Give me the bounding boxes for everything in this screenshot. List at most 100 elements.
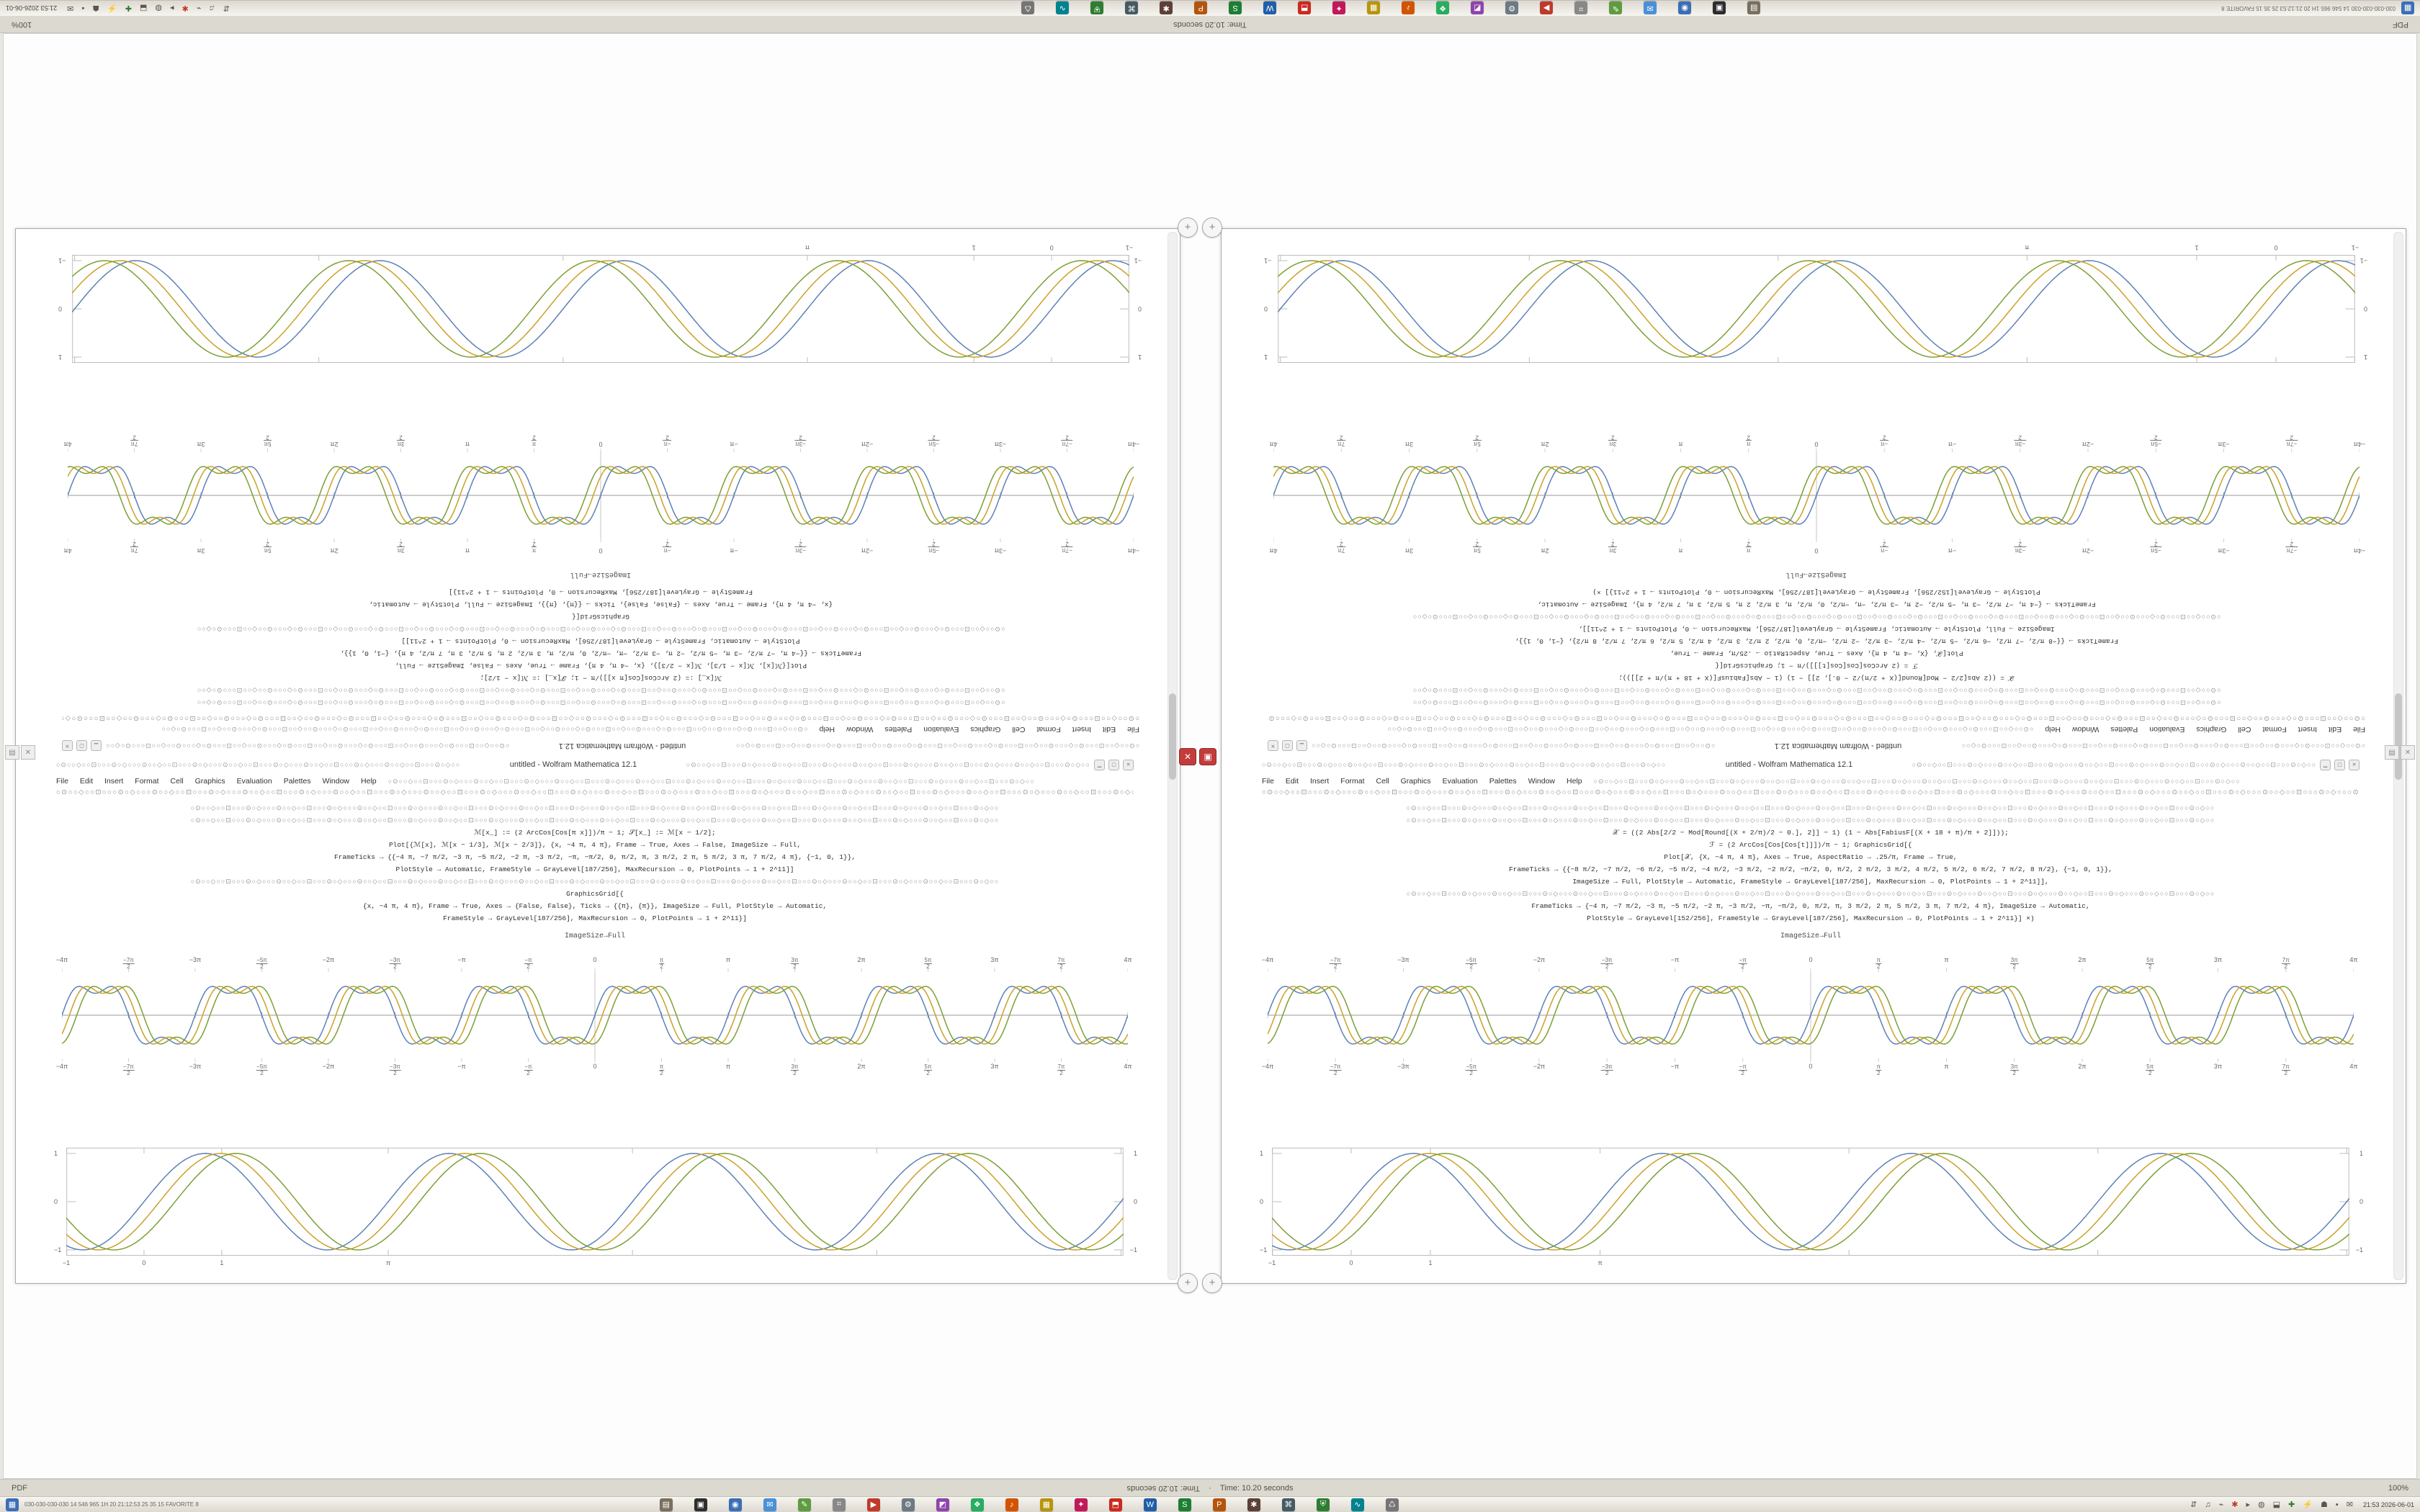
editor-icon[interactable]: ✎ — [1609, 1, 1623, 15]
message-icon[interactable]: ✉ — [67, 4, 74, 12]
dot-icon[interactable]: ▪ — [81, 4, 85, 13]
spreadsheet-icon[interactable]: S — [1178, 1498, 1191, 1511]
menu-file[interactable]: File — [2353, 725, 2365, 734]
window-titlebar[interactable]: ○⊙○○◇○○⊡○○○⊙○◇○○○⊙○○◇○○⊡○○○⊙○◇○○○⊙○○◇○○⊡… — [61, 737, 1139, 755]
menu-format[interactable]: Format — [2262, 725, 2287, 734]
menu-window[interactable]: Window — [322, 777, 350, 786]
menu-edit[interactable]: Edit — [2328, 725, 2342, 734]
update-icon[interactable]: ✱ — [2231, 1500, 2238, 1509]
network-icon[interactable]: ⇵ — [2190, 1500, 2197, 1509]
system-monitor-icon[interactable]: ∿ — [1056, 1, 1070, 15]
browser-icon[interactable]: ◉ — [728, 1498, 742, 1511]
menu-cell[interactable]: Cell — [2238, 725, 2251, 734]
menu-palettes[interactable]: Palettes — [283, 777, 311, 786]
battery-icon[interactable]: ⚡ — [107, 4, 117, 12]
insert-cell-button-3[interactable]: + — [1202, 1273, 1222, 1293]
menu-window[interactable]: Window — [1528, 777, 1556, 786]
edge-restore-icon[interactable]: ▤ — [2385, 745, 2399, 760]
mail-icon[interactable]: ✉ — [1644, 1, 1657, 15]
code-line[interactable]: {x, −4 π, 4 π}, Frame → True, Axes → {Fa… — [368, 600, 833, 608]
minimize-button[interactable]: ▁ — [1094, 759, 1106, 770]
code-line[interactable]: PlotStyle → Automatic, FrameStyle → Gray… — [401, 637, 800, 645]
menu-edit[interactable]: Edit — [79, 777, 94, 786]
menu-palettes[interactable]: Palettes — [1489, 777, 1517, 786]
image-viewer-icon[interactable]: ◩ — [936, 1498, 949, 1511]
writer-icon[interactable]: W — [1143, 1498, 1157, 1511]
menu-graphics[interactable]: Graphics — [1400, 777, 1431, 786]
settings-icon[interactable]: ⚙ — [1505, 1, 1519, 15]
window-titlebar[interactable]: ○⊙○○◇○○⊡○○○⊙○◇○○○⊙○○◇○○⊡○○○⊙○◇○○○⊙○○◇○○⊡… — [56, 755, 1134, 774]
minimize-button[interactable]: ▁ — [90, 740, 102, 752]
insert-cell-button-2[interactable]: + — [1178, 1273, 1198, 1293]
archive-icon[interactable]: ▦ — [1367, 1, 1381, 15]
writer-icon[interactable]: W — [1263, 1, 1277, 15]
menu-help[interactable]: Help — [819, 725, 835, 734]
power-icon[interactable]: ⌁ — [196, 4, 202, 12]
code-line[interactable]: {x, −4 π, 4 π}, Frame → True, Axes → {Fa… — [362, 902, 828, 910]
code-line[interactable]: 𝒳 = ((2 Abs[2/2 − Mod[Round[(X + 2/π)/2 … — [1618, 674, 2015, 682]
calculator-icon[interactable]: ⌗ — [1574, 1, 1588, 15]
close-button[interactable]: ✕ — [1123, 759, 1134, 770]
menu-edit[interactable]: Edit — [1102, 725, 1116, 734]
menu-help[interactable]: Help — [2045, 725, 2061, 734]
scrollbar-thumb[interactable] — [1169, 693, 1176, 780]
code-line[interactable]: ℳ[x_] := (2 ArcCos[Cos[π x]])/π − 1; 𝒮[x… — [474, 829, 716, 837]
menu-format[interactable]: Format — [1340, 777, 1365, 786]
code-line[interactable]: FrameTicks → {{−8 π/2, −7 π/2, −6 π/2, −… — [1508, 865, 2113, 873]
archive-icon[interactable]: ▦ — [1039, 1498, 1053, 1511]
code-line[interactable]: ImageSize → Full, PlotStyle → Automatic,… — [1572, 878, 2049, 886]
menu-graphics[interactable]: Graphics — [194, 777, 225, 786]
code-line[interactable]: PlotStyle → Automatic, FrameStyle → Gray… — [395, 865, 794, 873]
code-line[interactable]: ImageSize → Full, PlotStyle → Automatic,… — [1578, 625, 2055, 633]
code-line[interactable]: Plot[{ℳ[x], ℳ[x − 1/3], ℳ[x − 2/3]}, {x,… — [388, 841, 802, 849]
add-icon[interactable]: ✚ — [2288, 1500, 2295, 1509]
code-line[interactable]: 𝒳 = ((2 Abs[2/2 − Mod[Round[(X + 2/π)/2 … — [1613, 829, 2009, 837]
code-line[interactable]: FrameTicks → {{−4 π, −7 π/2, −3 π, −5 π/… — [339, 649, 862, 657]
presentation-icon[interactable]: P — [1212, 1498, 1226, 1511]
volume-icon[interactable]: ♫ — [209, 4, 215, 13]
message-icon[interactable]: ✉ — [2346, 1500, 2353, 1509]
security-icon[interactable]: ⛨ — [1090, 1, 1104, 15]
menu-cell[interactable]: Cell — [1012, 725, 1026, 734]
trash-icon[interactable]: ♺ — [1385, 1498, 1399, 1511]
chat-icon[interactable]: ❖ — [1436, 1, 1450, 15]
paint-icon[interactable]: ✦ — [1074, 1498, 1088, 1511]
menu-file[interactable]: File — [1127, 725, 1139, 734]
menu-evaluation[interactable]: Evaluation — [2149, 725, 2185, 734]
music-icon[interactable]: ♪ — [1402, 1, 1415, 15]
disk-icon[interactable]: ◍ — [155, 4, 162, 12]
menu-insert[interactable]: Insert — [1072, 725, 1091, 734]
browser-icon[interactable]: ◉ — [1678, 1, 1692, 15]
menu-file[interactable]: File — [1262, 777, 1274, 786]
editor-icon[interactable]: ✎ — [797, 1498, 811, 1511]
terminal-icon[interactable]: ▣ — [1713, 1, 1726, 15]
code-line[interactable]: ℱ = (2 ArcCos[Cos[Cos[t]]])/π − 1; Graph… — [1715, 662, 1918, 670]
music-icon[interactable]: ♪ — [1005, 1498, 1018, 1511]
code-line[interactable]: Plot[𝒳, {X, −4 π, 4 π}, Axes → True, Asp… — [1670, 649, 1963, 657]
pdf-icon[interactable]: ⬒ — [1108, 1498, 1122, 1511]
minimize-button[interactable]: ▁ — [2320, 759, 2331, 770]
dot-icon[interactable]: ▪ — [2335, 1500, 2339, 1509]
play-icon[interactable]: ▸ — [170, 4, 174, 12]
clipboard-icon[interactable]: ⬓ — [2272, 1500, 2281, 1509]
menu-evaluation[interactable]: Evaluation — [923, 725, 959, 734]
applications-launcher-icon[interactable]: ▦ — [6, 1498, 19, 1511]
menu-format[interactable]: Format — [1036, 725, 1061, 734]
close-button[interactable]: ✕ — [1267, 740, 1278, 752]
scrollbar-thumb[interactable] — [2395, 693, 2402, 780]
maximize-button[interactable]: ▢ — [2334, 759, 2346, 770]
scrollbar[interactable] — [1168, 232, 1178, 1280]
update-icon[interactable]: ✱ — [182, 4, 189, 12]
edge-restore-icon[interactable]: ▤ — [5, 745, 19, 760]
power-icon[interactable]: ⌁ — [2218, 1500, 2224, 1509]
menu-window[interactable]: Window — [846, 725, 874, 734]
insert-cell-button-0[interactable]: + — [1178, 217, 1198, 238]
menu-edit[interactable]: Edit — [1285, 777, 1299, 786]
media-player-icon[interactable]: ▶ — [866, 1498, 880, 1511]
stop-kernel-icon[interactable]: ▣ — [1199, 748, 1216, 765]
shield-icon[interactable]: ☗ — [2320, 1500, 2328, 1509]
disk-icon[interactable]: ◍ — [2258, 1500, 2265, 1509]
menu-format[interactable]: Format — [135, 777, 159, 786]
code-line[interactable]: ℳ[x_] := (2 ArcCos[Cos[π x]])/π − 1; 𝒮[x… — [480, 674, 722, 682]
play-icon[interactable]: ▸ — [2246, 1500, 2250, 1509]
